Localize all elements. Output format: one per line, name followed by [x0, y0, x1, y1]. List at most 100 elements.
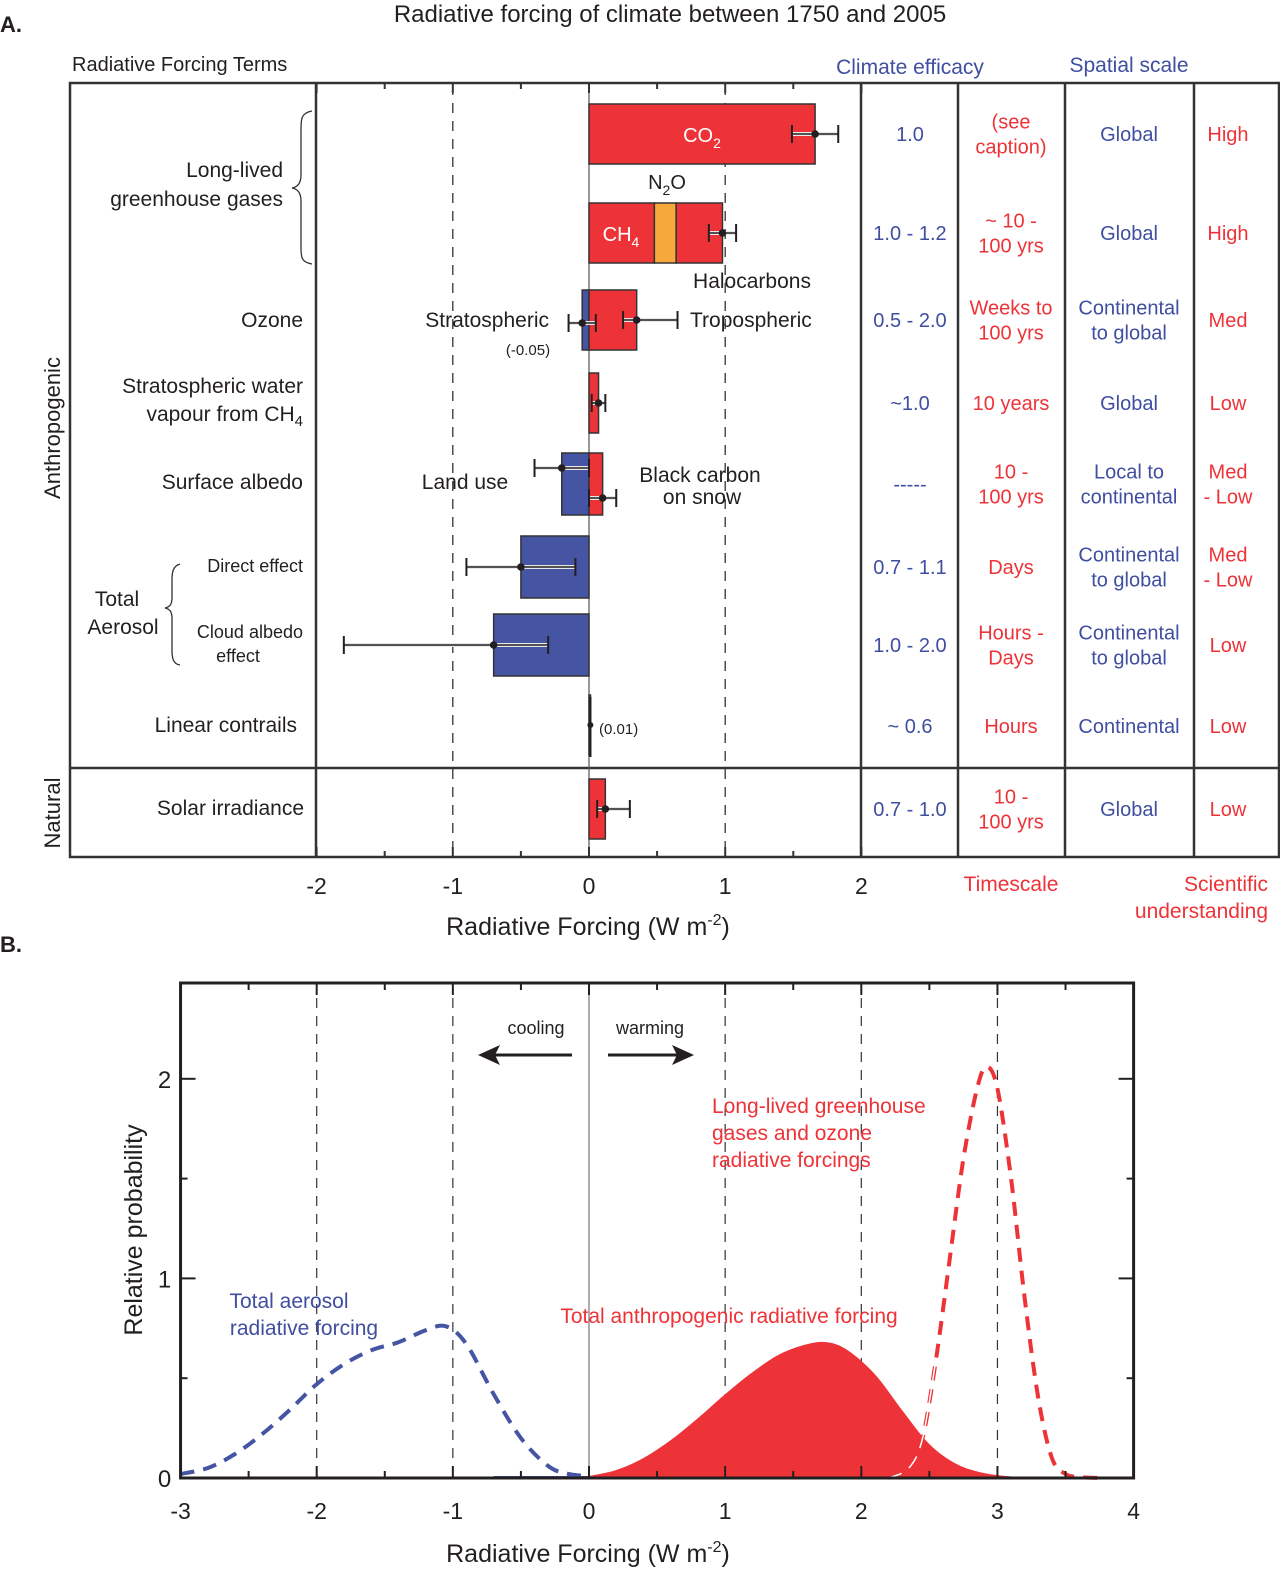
contrails-value: (0.01) — [599, 721, 638, 738]
cell-spatial: Continental — [1078, 545, 1179, 567]
cell-timescale: 10 - — [994, 787, 1028, 809]
co2-text: CO2 — [683, 125, 721, 151]
cell-timescale: 10 - — [994, 462, 1028, 484]
cell-timescale: 100 yrs — [978, 236, 1044, 258]
understanding-header-2: understanding — [1135, 900, 1268, 923]
cell-spatial: Global — [1100, 799, 1158, 821]
formula-base: CO — [683, 125, 713, 147]
b-y-tick-label: 1 — [158, 1266, 171, 1293]
b-xlabel-end: ) — [722, 1540, 730, 1568]
group-natural: Natural — [40, 778, 65, 849]
aerosol-label-1: Total — [95, 588, 139, 611]
cell-spatial: to global — [1091, 323, 1167, 345]
formula-base: N — [648, 172, 662, 194]
cell-understanding: - Low — [1204, 570, 1253, 592]
cell-understanding: Low — [1210, 635, 1247, 657]
group-anthropogenic: Anthropogenic — [40, 357, 65, 499]
formula-subscript: 2 — [713, 135, 721, 151]
x-tick-label: -2 — [306, 873, 326, 899]
timescale-header: Timescale — [964, 873, 1059, 896]
ghg-curve-label-2: gases and ozone — [712, 1122, 872, 1145]
b-x-tick-label: 0 — [583, 1498, 596, 1524]
formula-subscript: 2 — [663, 182, 671, 198]
error-bar-6-point — [598, 494, 607, 502]
row-label: Ozone — [241, 309, 303, 332]
b-x-tick-label: 1 — [719, 1498, 732, 1524]
warming-label: warming — [615, 1018, 684, 1038]
panel-a-ticks: -2 -1 0 1 2 — [306, 83, 868, 899]
stratospheric-annotation: Stratospheric — [425, 309, 549, 332]
bar-land-use — [561, 452, 590, 516]
cell-understanding: - Low — [1204, 487, 1253, 509]
error-bar-5-point — [557, 464, 566, 472]
cell-spatial: Local to — [1094, 462, 1164, 484]
cell-efficacy: ~1.0 — [890, 393, 929, 415]
ghg-brace — [291, 110, 313, 265]
bar-black-carbon-on-snow — [588, 452, 604, 516]
cell-efficacy: 1.0 - 2.0 — [873, 635, 946, 657]
b-x-tick-label: -3 — [170, 1498, 190, 1524]
ghg-table-cells: 1.0 (see caption) Global High 1.0 - 1.2 ~ 10 -… — [873, 112, 1248, 258]
panel-a-xlabel: Radiative Forcing (W m-2) — [446, 912, 730, 941]
cell-timescale: Weeks to — [970, 298, 1053, 320]
anthropogenic-curve-label: Total anthropogenic radiative forcing — [560, 1305, 897, 1328]
formula-base: CH — [603, 224, 632, 246]
cell-efficacy: 0.7 - 1.0 — [873, 799, 946, 821]
panel-b-label: B. — [0, 932, 22, 957]
row-label: Linear contrails — [155, 714, 297, 737]
bar-n2o — [653, 202, 677, 264]
cell-efficacy: 0.7 - 1.1 — [873, 557, 946, 579]
b-x-tick-label: 2 — [855, 1498, 868, 1524]
land-use-annotation: Land use — [422, 471, 508, 494]
warming-arrow-icon — [608, 1045, 694, 1065]
error-bar-2-point — [578, 319, 586, 327]
b-axes-frame — [179, 981, 1136, 1480]
curve-total-aerosol — [180, 1323, 590, 1478]
row-label: Stratospheric water — [122, 375, 303, 398]
row-label: effect — [216, 646, 260, 666]
row-label: vapour from CH4 — [146, 403, 303, 430]
terms-header: Radiative Forcing Terms — [72, 54, 287, 76]
cell-timescale: (see — [992, 112, 1031, 134]
halocarbons-annotation: Halocarbons — [693, 270, 811, 293]
error-bar-1-point — [718, 229, 727, 237]
stratospheric-value: (-0.05) — [506, 342, 550, 359]
cell-timescale: 100 yrs — [978, 323, 1044, 345]
x-tick-label: 2 — [855, 873, 868, 899]
row-label: Cloud albedo — [197, 622, 303, 642]
aerosol-brace — [164, 563, 181, 666]
cell-timescale: Days — [988, 648, 1034, 670]
aerosol-label-2: Aerosol — [87, 616, 158, 639]
error-bar-3-point — [632, 316, 641, 324]
panel-a-bars — [342, 103, 840, 840]
cell-timescale: 10 years — [973, 393, 1050, 415]
row-labels: Ozone Stratospheric water vapour from CH4 S… — [122, 309, 304, 820]
cell-understanding: High — [1207, 124, 1248, 146]
row-label: Direct effect — [207, 556, 303, 576]
cell-spatial: Continental — [1078, 623, 1179, 645]
tropospheric-annotation: Tropospheric — [690, 309, 812, 332]
cell-efficacy: 1.0 - 1.2 — [873, 223, 946, 245]
cell-efficacy: ~ 0.6 — [887, 716, 932, 738]
ghg-label-2: greenhouse gases — [110, 188, 283, 211]
panel-b-axes: -3 -2 -1 0 1 2 3 4 0 1 2 — [158, 981, 1140, 1524]
curve-ghg-overlap — [888, 1358, 937, 1479]
error-bar-10-point — [601, 805, 610, 813]
cell-timescale: caption) — [975, 137, 1046, 159]
cell-timescale: 100 yrs — [978, 812, 1044, 834]
row-label: Solar irradiance — [157, 797, 304, 820]
row-label-subscript: 4 — [295, 413, 303, 430]
cell-spatial: to global — [1091, 570, 1167, 592]
cell-understanding: High — [1207, 223, 1248, 245]
ghg-curve-label-1: Long-lived greenhouse — [712, 1095, 926, 1118]
b-x-tick-label: 4 — [1127, 1498, 1140, 1524]
ghg-label-1: Long-lived — [186, 159, 283, 182]
cooling-arrow-icon — [478, 1045, 572, 1065]
bar-co2 — [588, 103, 816, 165]
table-frame — [68, 81, 1280, 859]
xlabel-end: ) — [722, 913, 730, 941]
cell-efficacy: 0.5 - 2.0 — [873, 310, 946, 332]
panel-b-xlabel: Radiative Forcing (W m-2) — [446, 1539, 730, 1568]
cell-spatial: to global — [1091, 648, 1167, 670]
